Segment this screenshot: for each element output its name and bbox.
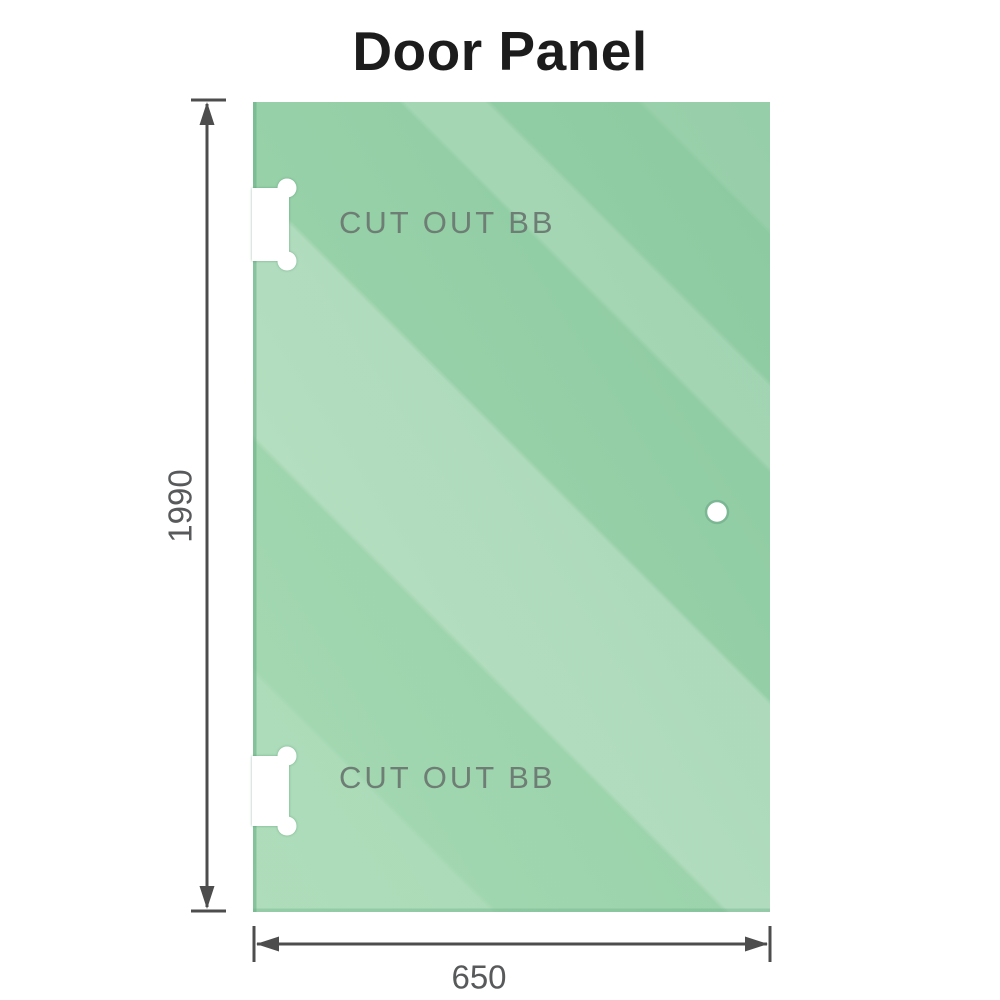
width-dimension-line — [252, 926, 772, 962]
hinge-cutout-bottom — [252, 746, 297, 836]
height-dimension-label: 1990 — [161, 469, 199, 543]
handle-hole — [704, 499, 730, 525]
width-dimension-label: 650 — [451, 958, 507, 996]
glass-left-edge — [253, 102, 257, 912]
hinge-cutout-top — [252, 178, 297, 271]
arrow-up-icon — [199, 102, 215, 125]
arrow-right-icon — [745, 936, 768, 952]
glass-shine-overlay — [253, 102, 770, 912]
glass-panel — [253, 102, 770, 912]
cutout-bottom-label: CUT OUT BB — [339, 760, 556, 795]
arrow-down-icon — [199, 886, 215, 909]
glass-bottom-edge — [253, 908, 770, 912]
arrow-left-icon — [256, 936, 279, 952]
cutout-top-label: CUT OUT BB — [339, 205, 556, 240]
page-title: Door Panel — [352, 20, 648, 82]
height-dimension-line — [191, 98, 226, 913]
